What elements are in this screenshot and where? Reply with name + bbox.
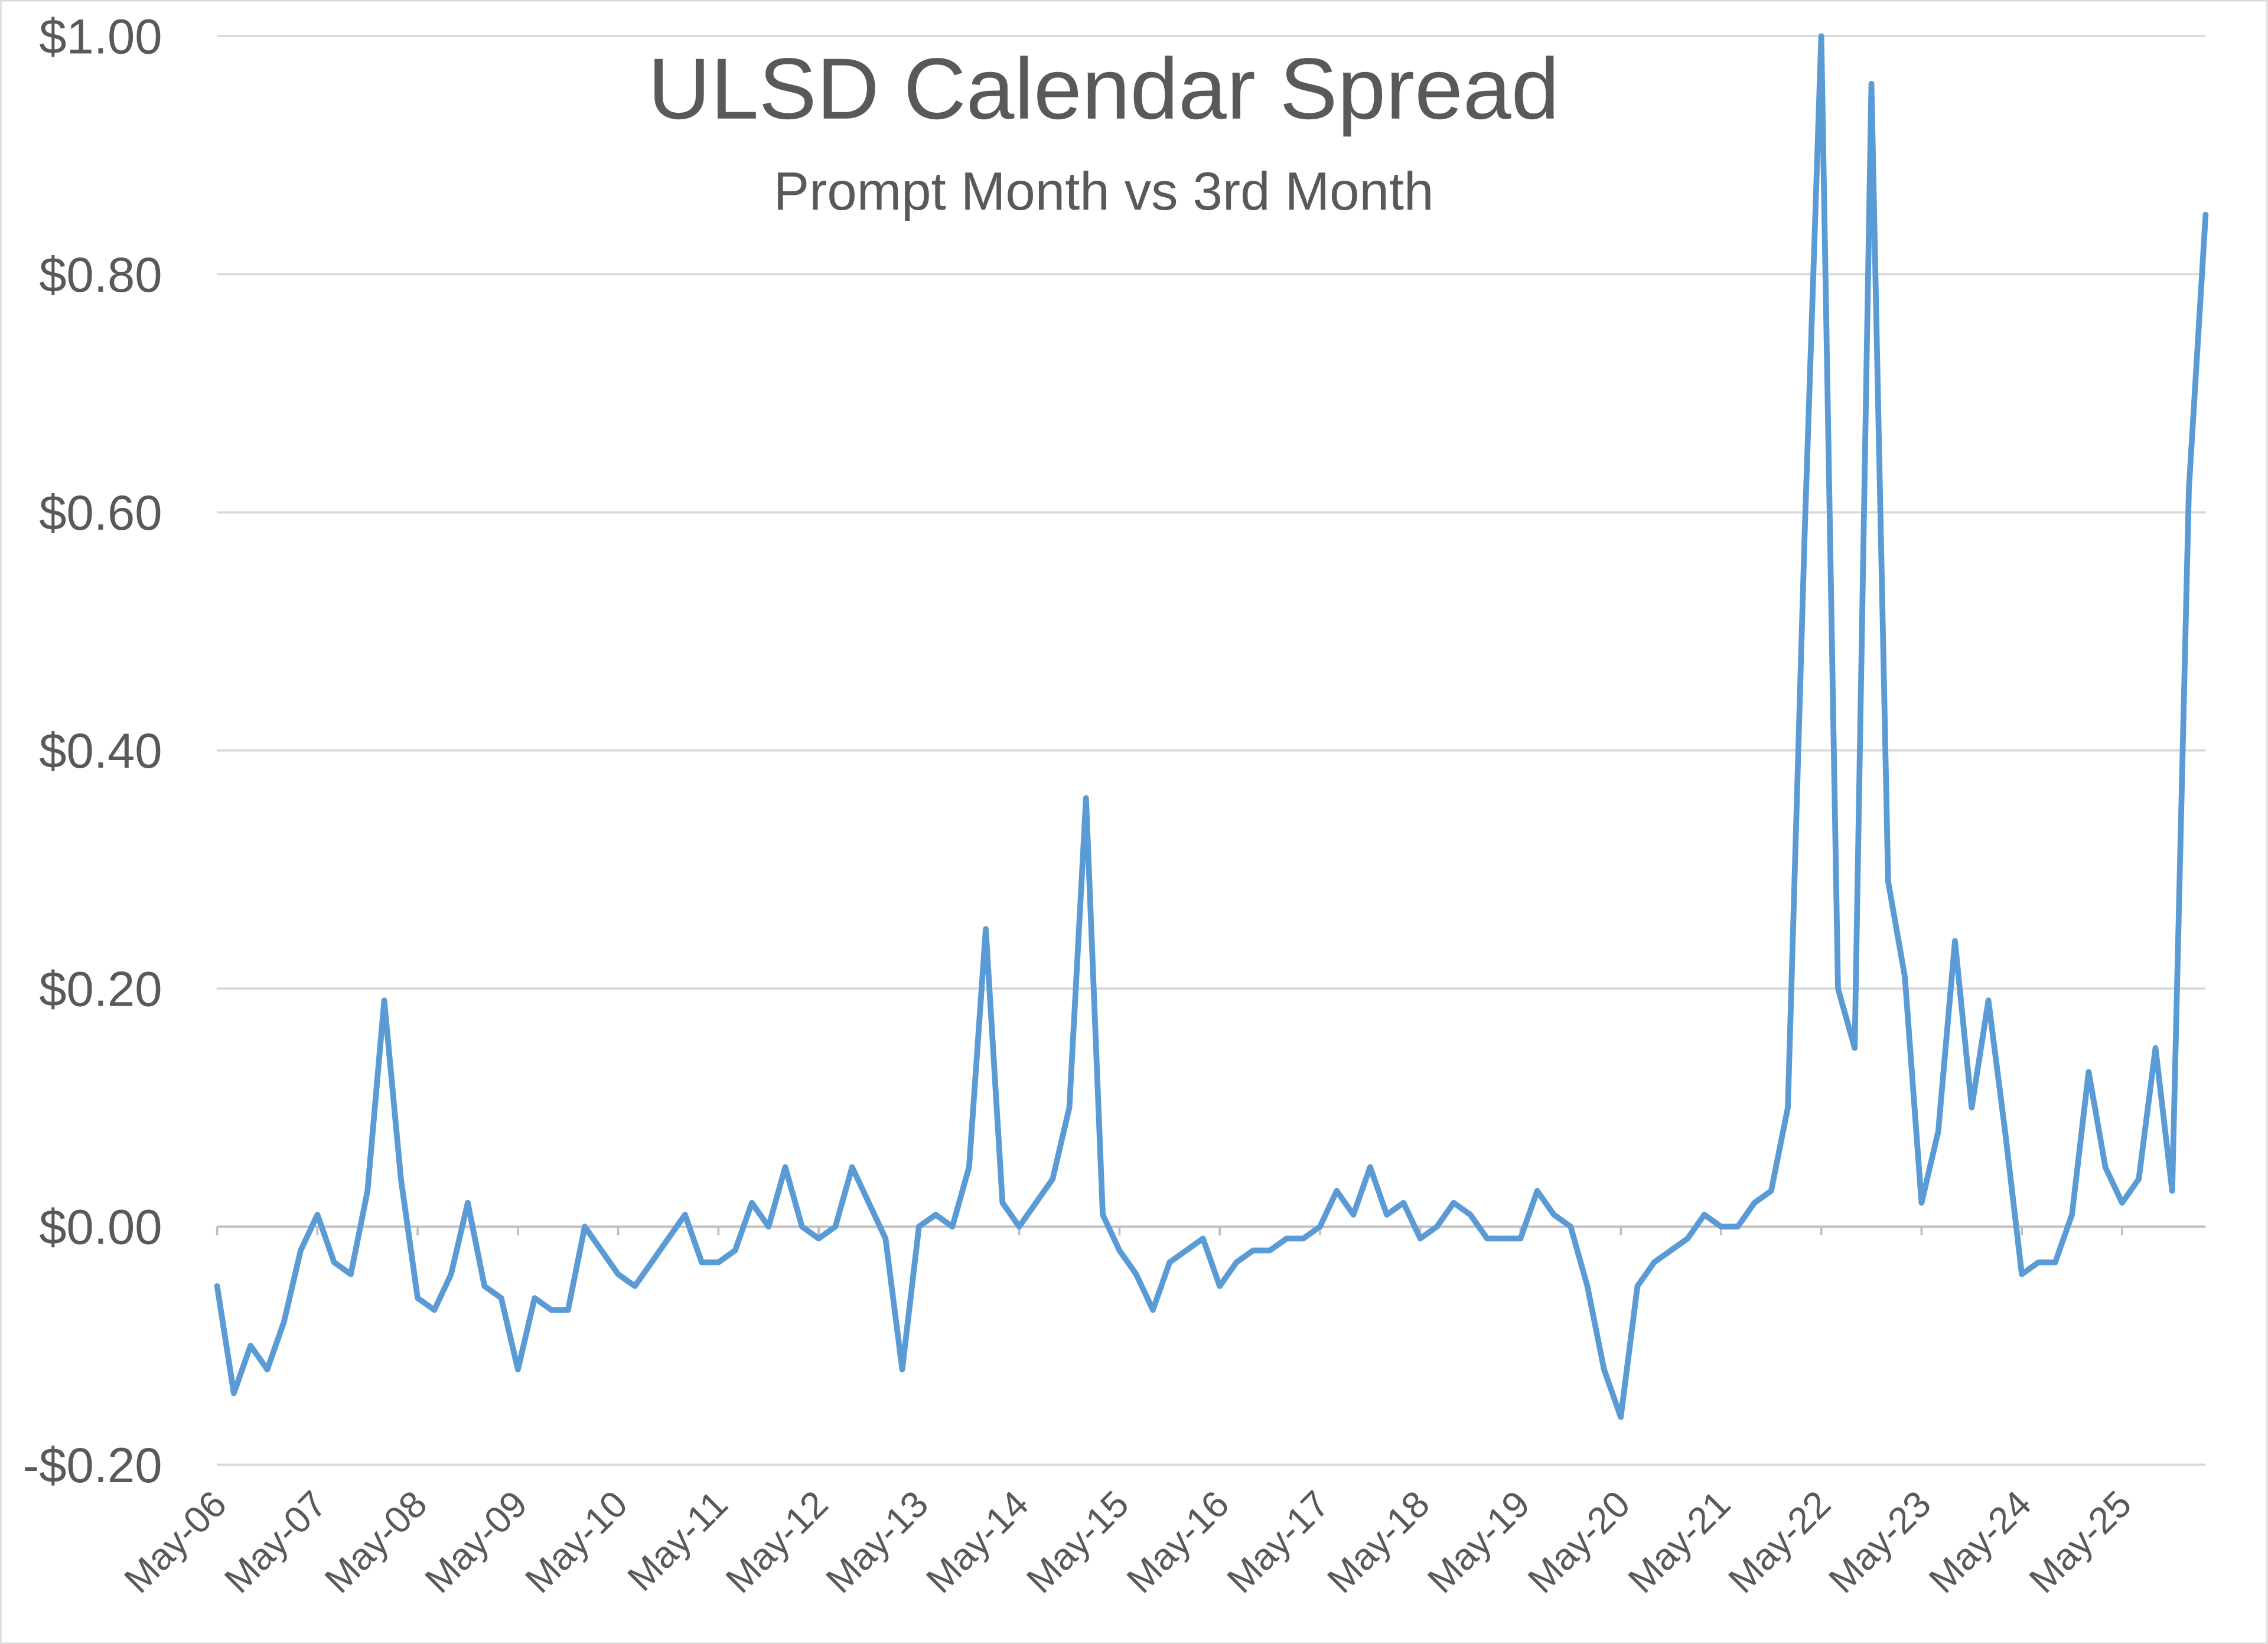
y-tick-label: -$0.20 [23, 1438, 162, 1493]
y-tick-label: $0.40 [39, 723, 162, 778]
y-tick-label: $0.20 [39, 961, 162, 1016]
y-tick-label: $1.00 [39, 9, 162, 64]
plot [214, 33, 2209, 1420]
y-tick-label: $0.80 [39, 247, 162, 302]
data-line [214, 33, 2209, 1420]
chart-subtitle: Prompt Month vs 3rd Month [774, 162, 1434, 221]
chart-title: ULSD Calendar Spread [648, 41, 1559, 138]
y-tick-label: $0.00 [39, 1200, 162, 1255]
y-tick-label: $0.60 [39, 485, 162, 540]
